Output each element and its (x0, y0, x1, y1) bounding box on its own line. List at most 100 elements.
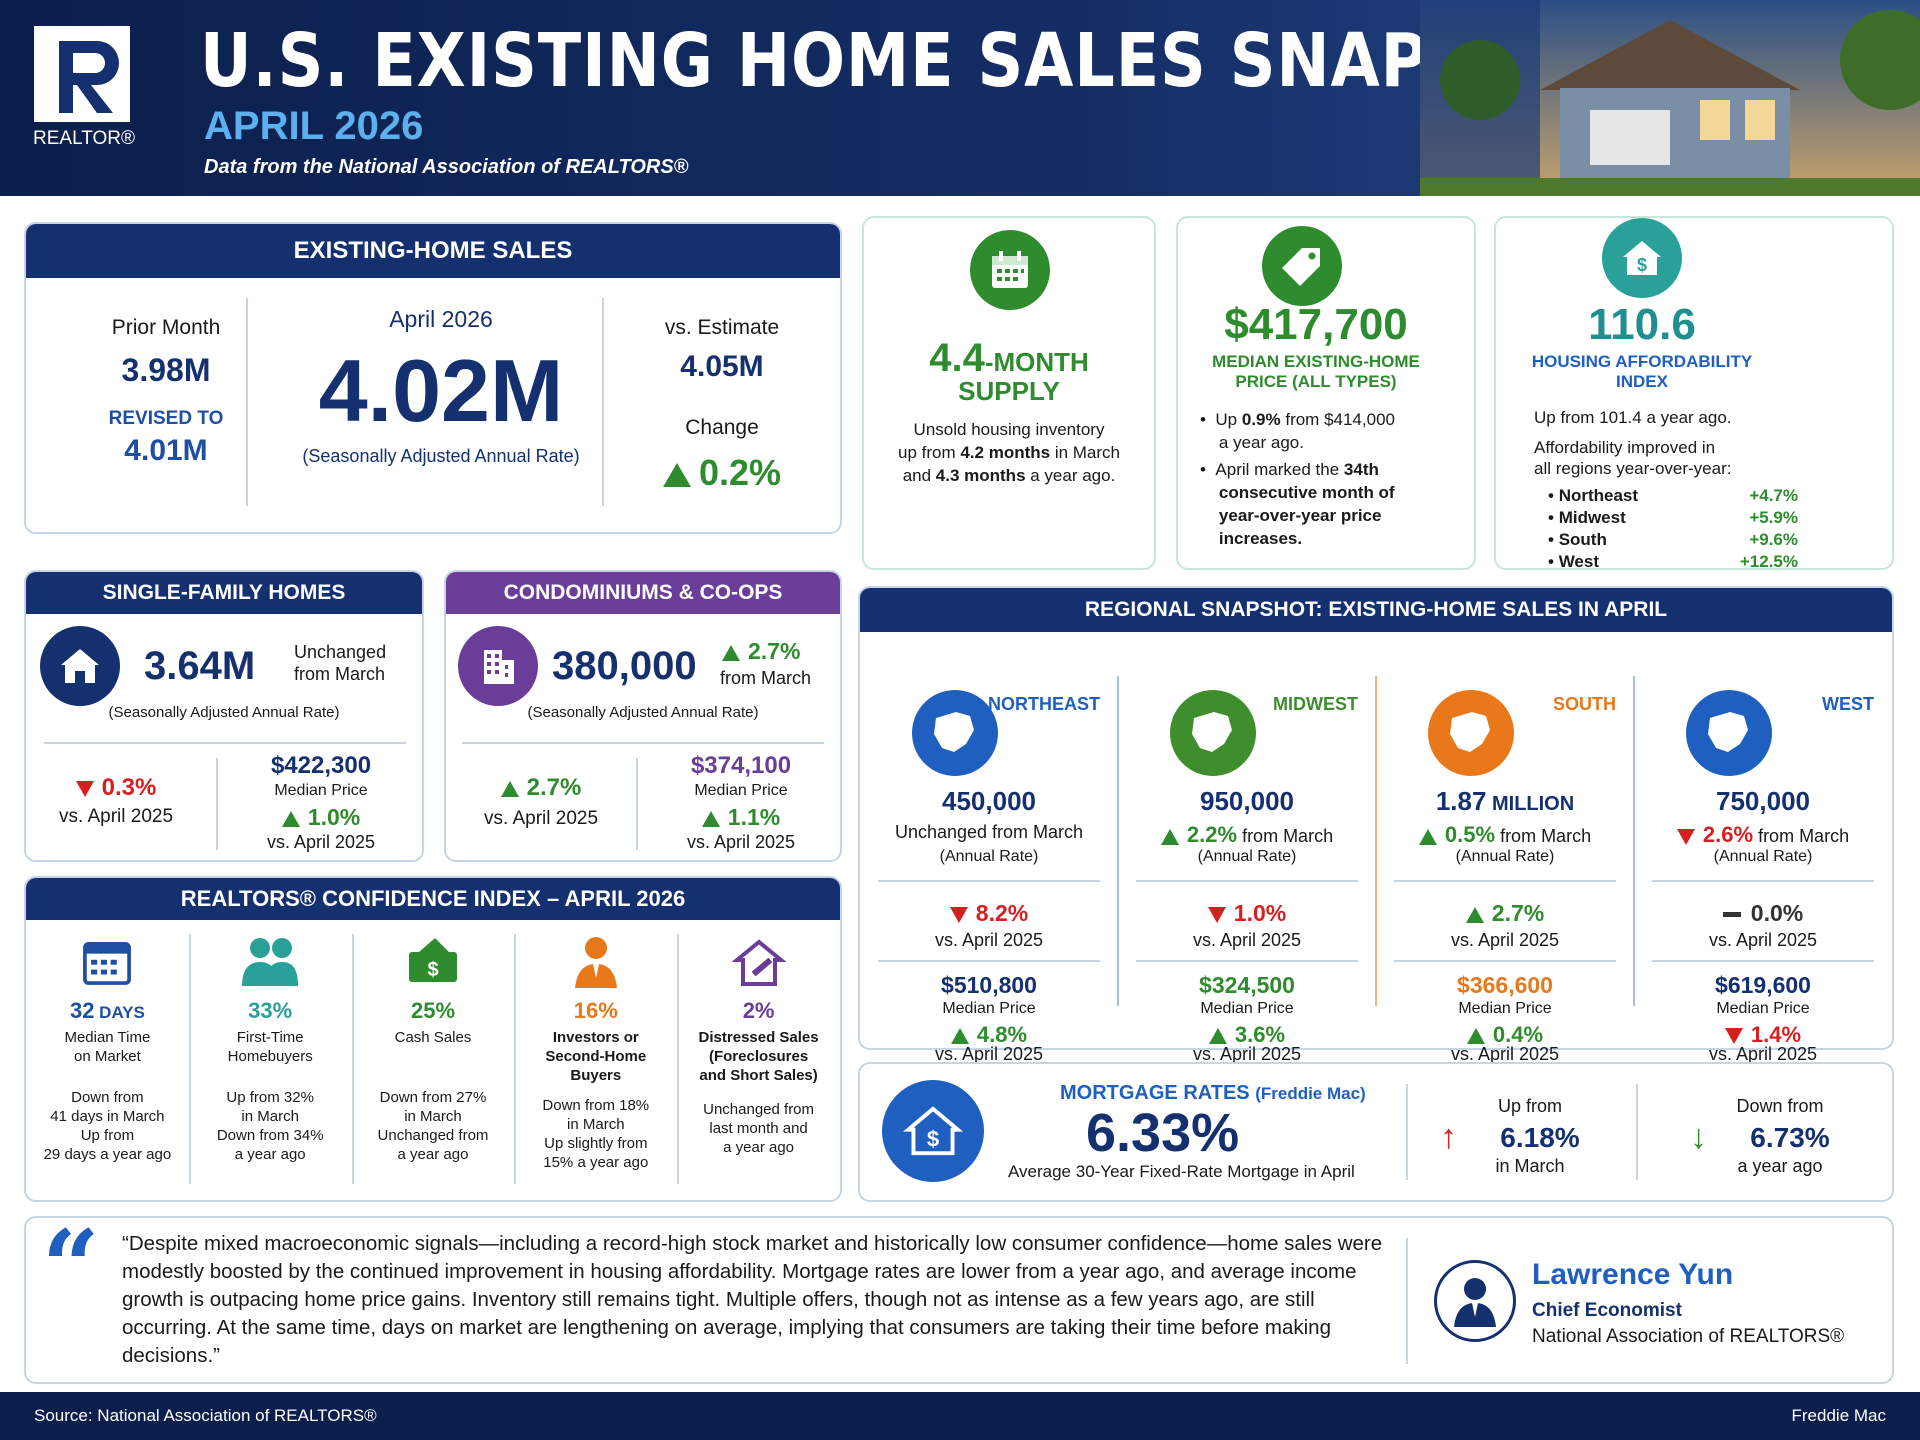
sf-saar: (Seasonally Adjusted Annual Rate) (108, 704, 340, 721)
region-change: +9.6% (1749, 530, 1798, 549)
svg-text:$: $ (427, 959, 438, 981)
region-map-icon (1170, 690, 1256, 776)
region-map-icon (912, 690, 998, 776)
condo-yoy-label: vs. April 2025 (483, 808, 599, 829)
rci-items: 32 DAYS Median Time on Market Down from 41 d… (26, 924, 840, 1200)
month-label: April 2026 (389, 306, 493, 332)
flat-dash-icon (1722, 912, 1741, 918)
region-price-label: Median Price (1716, 1000, 1810, 1017)
sf-median-price: $422,300 (270, 752, 372, 779)
down-arrow-green-icon: ↓ (1690, 1118, 1707, 1156)
building-icon (458, 626, 538, 706)
mortgage-rate-label: Average 30-Year Fixed-Rate Mortgage in A… (1008, 1162, 1355, 1181)
affordability-line2: Affordability improved in (1534, 438, 1716, 457)
region-price-change: 0.4% (1376, 1022, 1634, 1048)
header-banner: REALTOR® U.S. EXISTING HOME SALES SNAPSH… (0, 0, 1920, 196)
supply-line3: and 4.3 months a year ago. (902, 466, 1116, 485)
region-mom: Unchanged from March (894, 822, 1084, 842)
rci-item: $25% Cash Sales Down from 27% in March Uncha… (352, 924, 515, 1200)
page-title: U.S. EXISTING HOME SALES SNAPSHOT (200, 18, 1629, 104)
region-yoy: 2.7% (1376, 900, 1634, 927)
rci-heading: REALTORS® CONFIDENCE INDEX – APRIL 2026 (26, 878, 840, 920)
down-arrow-icon (1676, 829, 1695, 846)
price-tag-icon (1262, 226, 1342, 306)
revised-label: REVISED TO (108, 408, 224, 429)
up-arrow-icon (662, 463, 691, 488)
condo-yoy: 2.7% (446, 774, 636, 802)
up-arrow-icon (1466, 1028, 1485, 1045)
rci-notes: Down from 18% in March Up slightly from 15%… (542, 1097, 650, 1171)
up-arrow-icon (1418, 829, 1437, 846)
region-median-price: $366,600 (1457, 972, 1553, 998)
rci-icon-0 (26, 934, 189, 988)
region-map-icon (1428, 690, 1514, 776)
down-arrow-icon (949, 906, 968, 923)
rci-notes: Down from 41 days in March Up from 29 days … (43, 1089, 172, 1163)
region-change: +4.7% (1749, 486, 1798, 505)
rci-icon-4 (677, 934, 840, 990)
prior-month-label: Prior Month (111, 316, 221, 339)
region-column-northeast: NORTHEAST 450,000 Unchanged from March (Ann… (860, 636, 1118, 1046)
median-price-label1: MEDIAN EXISTING-HOME (1212, 352, 1420, 371)
median-price-value: $417,700 (1224, 300, 1408, 349)
rci-label: First-Time Homebuyers (227, 1029, 313, 1065)
region-median-price: $510,800 (941, 972, 1037, 998)
mortgage-title: MORTGAGE RATES (Freddie Mac) (1060, 1082, 1366, 1104)
quote-text: “Despite mixed macroeconomic signals—inc… (122, 1232, 1383, 1367)
rci-notes: Down from 27% in March Unchanged from a yea… (377, 1089, 489, 1163)
affordability-line1: Up from 101.4 a year ago. (1534, 408, 1732, 427)
up-arrow-icon (1160, 829, 1179, 846)
rci-item: 33% First-Time Homebuyers Up from 32% in Mar… (189, 924, 352, 1200)
condo-price-change: 1.1% (646, 804, 836, 831)
region-yoy-label: vs. April 2025 (1708, 930, 1818, 950)
supply-number: 4.4 (929, 336, 985, 380)
page-tagline: Data from the National Association of RE… (204, 156, 689, 178)
rci-item: 16% Investors or Second-Home Buyers Down fro… (514, 924, 677, 1200)
sf-sales-value: 3.64M (144, 644, 256, 688)
regional-snapshot-card: REGIONAL SNAPSHOT: EXISTING-HOME SALES I… (858, 586, 1894, 1064)
region-name: SOUTH (1553, 694, 1616, 714)
condo-mom-change: 2.7% (722, 638, 800, 665)
rci-notes: Unchanged from last month and a year ago (703, 1101, 815, 1156)
up-arrow-icon (281, 810, 300, 827)
prior-month-value: 3.98M (121, 352, 211, 388)
affordability-region-row: • Northeast +4.7% (1548, 486, 1798, 505)
supply-line1: Unsold housing inventory (913, 420, 1105, 439)
rci-item: 32 DAYS Median Time on Market Down from 41 d… (26, 924, 189, 1200)
region-change: +5.9% (1749, 508, 1798, 527)
rci-value: 2% (742, 998, 775, 1023)
economist-org: National Association of REALTORS® (1532, 1326, 1845, 1347)
regional-columns: NORTHEAST 450,000 Unchanged from March (Ann… (860, 636, 1892, 1048)
down-arrow-icon (75, 780, 94, 797)
up-arrow-icon (1465, 906, 1484, 923)
rci-label: Median Time on Market (64, 1029, 151, 1065)
region-sales: 750,000 (1716, 786, 1810, 816)
condo-median-price: $374,100 (690, 752, 792, 779)
rci-item: 2% Distressed Sales (Foreclosures and Short… (677, 924, 840, 1200)
region-yoy: 8.2% (860, 900, 1118, 927)
supply-unit: -MONTH (984, 347, 1089, 377)
median-price-card: $417,700 MEDIAN EXISTING-HOME PRICE (ALL… (1176, 216, 1476, 570)
affordability-region-row: • Midwest +5.9% (1548, 508, 1798, 527)
supply-card: 4.4-MONTH SUPPLY Unsold housing inventor… (862, 216, 1156, 570)
affordability-region-row: • West +12.5% (1548, 552, 1798, 571)
mortgage-rate-value: 6.33% (1086, 1103, 1240, 1163)
mortgage-up-when: in March (1495, 1156, 1565, 1176)
affordability-value: 110.6 (1588, 300, 1696, 349)
rci-icon-2: $ (352, 934, 515, 988)
rci-value: 33% (248, 998, 293, 1023)
region-price-label: Median Price (1200, 1000, 1294, 1017)
realtor-logo (34, 26, 130, 122)
sf-note2: from March (294, 664, 386, 684)
revised-value: 4.01M (124, 434, 208, 467)
region-annual-note: (Annual Rate) (1197, 848, 1297, 865)
single-family-card: SINGLE-FAMILY HOMES 3.64M Unchanged from… (24, 570, 424, 862)
region-sales: 450,000 (942, 786, 1036, 816)
condo-price-vs: vs. April 2025 (686, 832, 796, 852)
up-arrow-icon (500, 780, 519, 797)
rci-label: Investors or Second-Home Buyers (545, 1029, 647, 1084)
region-name: MIDWEST (1273, 694, 1358, 714)
region-yoy-label: vs. April 2025 (1450, 930, 1560, 950)
sf-price-change: 1.0% (226, 804, 416, 831)
estimate-label: vs. Estimate (664, 316, 780, 339)
